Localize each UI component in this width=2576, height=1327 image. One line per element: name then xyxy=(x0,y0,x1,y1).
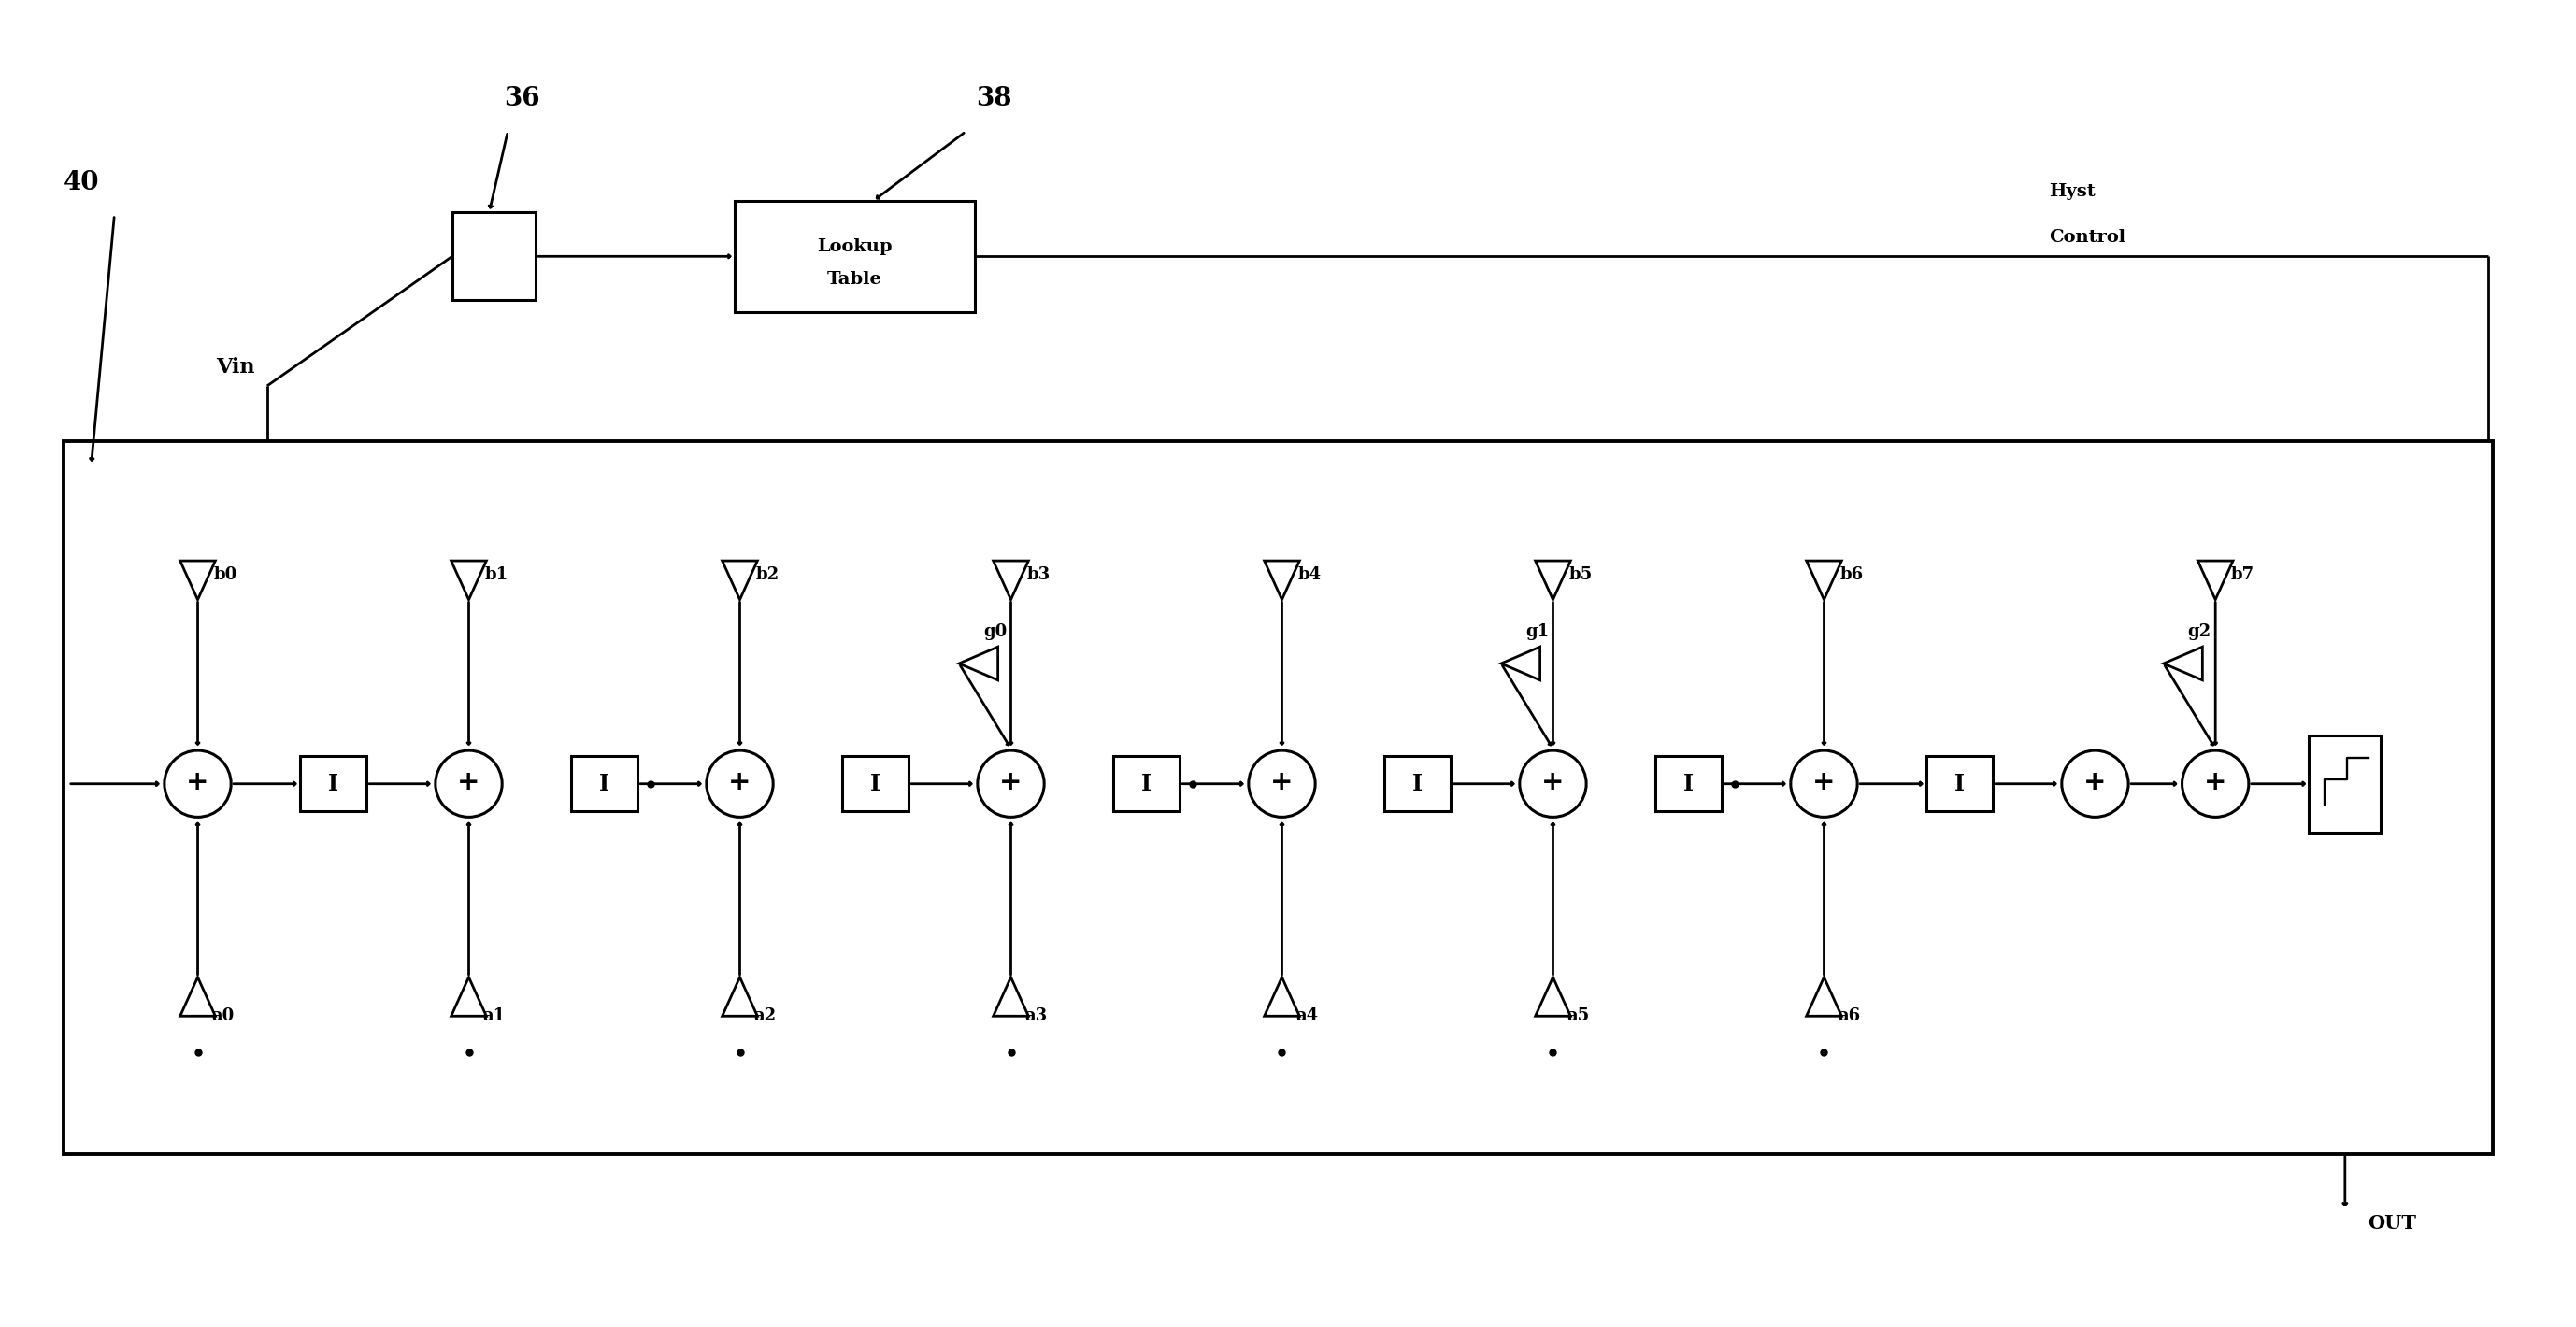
Polygon shape xyxy=(994,977,1028,1016)
Text: a2: a2 xyxy=(755,1007,775,1024)
Polygon shape xyxy=(2164,646,2202,681)
Bar xyxy=(1113,756,1180,812)
Polygon shape xyxy=(451,977,487,1016)
Text: a0: a0 xyxy=(211,1007,234,1024)
Text: I: I xyxy=(327,772,337,795)
Bar xyxy=(64,442,2494,1154)
Text: g0: g0 xyxy=(984,624,1007,641)
Text: Lookup: Lookup xyxy=(817,239,891,256)
Text: +: + xyxy=(1814,768,1837,795)
Polygon shape xyxy=(1265,977,1298,1016)
Circle shape xyxy=(706,751,773,817)
Text: I: I xyxy=(1141,772,1151,795)
Text: OUT: OUT xyxy=(2367,1214,2416,1233)
Text: +: + xyxy=(185,768,209,795)
Circle shape xyxy=(1520,751,1587,817)
Text: 38: 38 xyxy=(976,86,1012,111)
Bar xyxy=(842,756,909,812)
Polygon shape xyxy=(721,561,757,600)
Polygon shape xyxy=(958,646,997,681)
Text: +: + xyxy=(999,768,1023,795)
Text: I: I xyxy=(1682,772,1692,795)
Text: a6: a6 xyxy=(1837,1007,1860,1024)
Text: I: I xyxy=(871,772,881,795)
Text: Control: Control xyxy=(2048,230,2125,247)
Polygon shape xyxy=(1265,561,1298,600)
Text: Vin: Vin xyxy=(216,357,255,378)
Polygon shape xyxy=(1535,977,1571,1016)
Bar xyxy=(734,200,976,312)
Circle shape xyxy=(435,751,502,817)
Text: Hyst: Hyst xyxy=(2048,183,2094,200)
Polygon shape xyxy=(1502,646,1540,681)
Text: 40: 40 xyxy=(64,170,100,195)
Circle shape xyxy=(976,751,1043,817)
Bar xyxy=(1927,756,1994,812)
Polygon shape xyxy=(180,561,216,600)
Text: a3: a3 xyxy=(1025,1007,1048,1024)
Bar xyxy=(572,756,639,812)
Text: I: I xyxy=(1955,772,1965,795)
Text: a1: a1 xyxy=(482,1007,505,1024)
Text: +: + xyxy=(1540,768,1564,795)
Circle shape xyxy=(1790,751,1857,817)
Text: I: I xyxy=(1412,772,1422,795)
Polygon shape xyxy=(1806,561,1842,600)
Text: b5: b5 xyxy=(1569,567,1592,583)
Text: b6: b6 xyxy=(1839,567,1862,583)
Text: 36: 36 xyxy=(502,86,541,111)
Polygon shape xyxy=(451,561,487,600)
Text: Table: Table xyxy=(827,271,884,288)
Bar xyxy=(299,756,366,812)
Text: b7: b7 xyxy=(2231,567,2254,583)
Text: b4: b4 xyxy=(1298,567,1321,583)
Polygon shape xyxy=(1535,561,1571,600)
Text: a5: a5 xyxy=(1566,1007,1589,1024)
Text: I: I xyxy=(600,772,611,795)
Text: b0: b0 xyxy=(214,567,237,583)
Bar xyxy=(1383,756,1450,812)
Circle shape xyxy=(165,751,232,817)
Text: +: + xyxy=(729,768,752,795)
Circle shape xyxy=(2061,751,2128,817)
Bar xyxy=(2308,735,2380,832)
Text: g1: g1 xyxy=(1525,624,1548,641)
Circle shape xyxy=(2182,751,2249,817)
Bar xyxy=(1656,756,1721,812)
Text: +: + xyxy=(2084,768,2107,795)
Text: b1: b1 xyxy=(484,567,507,583)
Text: +: + xyxy=(1270,768,1293,795)
Polygon shape xyxy=(1806,977,1842,1016)
Text: b2: b2 xyxy=(755,567,778,583)
Text: b3: b3 xyxy=(1028,567,1051,583)
Circle shape xyxy=(1249,751,1316,817)
Text: a4: a4 xyxy=(1296,1007,1319,1024)
Text: +: + xyxy=(459,768,479,795)
Polygon shape xyxy=(994,561,1028,600)
Bar xyxy=(453,212,536,300)
Polygon shape xyxy=(2197,561,2233,600)
Polygon shape xyxy=(180,977,216,1016)
Text: +: + xyxy=(2205,768,2226,795)
Text: g2: g2 xyxy=(2187,624,2210,641)
Polygon shape xyxy=(721,977,757,1016)
